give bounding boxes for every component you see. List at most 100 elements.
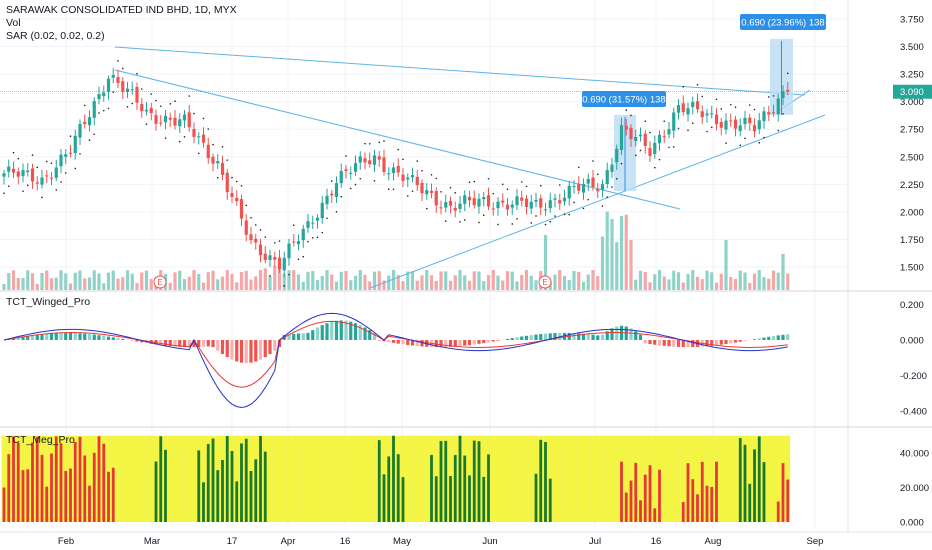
sar-dot bbox=[611, 186, 613, 188]
volume-bars bbox=[2, 211, 790, 290]
candle-body bbox=[306, 221, 310, 228]
candle-body bbox=[391, 167, 396, 174]
meg-bar bbox=[487, 454, 490, 522]
volume-bar bbox=[334, 281, 339, 290]
meg-bar bbox=[221, 460, 224, 522]
candle-body bbox=[225, 172, 229, 193]
meg-bar-bg bbox=[552, 435, 558, 522]
sar-dot bbox=[725, 142, 727, 144]
candle-body bbox=[520, 197, 524, 201]
meg-bar bbox=[21, 470, 25, 522]
sar-dot bbox=[402, 158, 404, 161]
candle-body bbox=[558, 200, 562, 204]
meg-bar-bg bbox=[500, 435, 506, 522]
osc-bar bbox=[358, 325, 362, 340]
sar-dot bbox=[121, 67, 124, 70]
candle-body bbox=[672, 112, 676, 131]
meg-bar bbox=[50, 453, 53, 522]
candle-body bbox=[282, 257, 286, 271]
candle-body bbox=[567, 185, 571, 199]
osc-bar bbox=[486, 340, 491, 343]
sar-dot bbox=[573, 201, 575, 204]
meg-bar bbox=[216, 470, 220, 522]
meg-bar bbox=[743, 444, 747, 522]
candle-body bbox=[648, 148, 652, 156]
measure-tools[interactable]: 0.690 (31.57%) 138 0.690 (23.96%) 138 bbox=[582, 14, 826, 191]
candle-body bbox=[710, 113, 714, 115]
sar-dot bbox=[41, 196, 43, 199]
meg-bar bbox=[387, 456, 391, 522]
candle-body bbox=[182, 114, 187, 121]
sar-dot bbox=[582, 207, 585, 210]
candle-body bbox=[382, 157, 386, 172]
volume-bar bbox=[781, 254, 785, 290]
volume-bar bbox=[92, 270, 96, 290]
meg-bar bbox=[444, 440, 448, 522]
candle-body bbox=[771, 112, 776, 114]
earnings-marker-label: E bbox=[542, 278, 547, 287]
meg-bar bbox=[477, 441, 481, 522]
candle-body bbox=[743, 117, 747, 125]
volume-bar bbox=[496, 275, 500, 290]
sar-dot bbox=[297, 258, 300, 261]
candle-body bbox=[2, 173, 6, 177]
volume-bar bbox=[315, 279, 320, 290]
volume-bar bbox=[54, 277, 58, 290]
volume-bar bbox=[206, 272, 210, 290]
meg-bar bbox=[206, 443, 210, 522]
volume-bar bbox=[577, 271, 581, 290]
sar-dot bbox=[468, 181, 471, 184]
candle-body bbox=[268, 255, 272, 260]
candle-body bbox=[444, 202, 448, 208]
volume-bar bbox=[425, 270, 429, 290]
candle-body bbox=[515, 196, 519, 206]
sar-dot bbox=[174, 100, 176, 102]
candle-body bbox=[277, 257, 282, 270]
meg-bar-bg bbox=[87, 435, 92, 522]
osc-bar bbox=[657, 340, 662, 346]
candle-body bbox=[135, 87, 139, 103]
sar-dot bbox=[577, 166, 580, 169]
candle-body bbox=[676, 105, 681, 113]
sar-dot bbox=[682, 85, 685, 88]
volume-bar bbox=[676, 272, 681, 290]
osc-bar bbox=[178, 340, 182, 347]
volume-bar bbox=[372, 271, 377, 290]
volume-bar bbox=[624, 214, 628, 290]
price-tick-label: 2.000 bbox=[900, 207, 924, 218]
meg-bar-bg bbox=[300, 435, 306, 522]
sar-dot bbox=[397, 148, 400, 151]
volume-bar bbox=[2, 284, 6, 290]
price-tick-label: 3.000 bbox=[900, 97, 924, 108]
candle-body bbox=[700, 111, 704, 118]
osc-bar bbox=[239, 340, 244, 363]
last-price-tag bbox=[893, 84, 932, 99]
volume-bar bbox=[140, 272, 144, 290]
volume-bar bbox=[45, 270, 49, 290]
volume-bar bbox=[562, 275, 567, 290]
sar-dot bbox=[368, 142, 371, 145]
meg-bar-bg bbox=[334, 435, 339, 522]
meg-bar bbox=[12, 436, 15, 522]
volume-bar bbox=[121, 277, 125, 290]
volume-bar bbox=[691, 270, 695, 290]
sar-dot bbox=[3, 192, 5, 194]
candle-body bbox=[624, 125, 628, 130]
meg-bar bbox=[69, 468, 72, 522]
candle-body bbox=[629, 127, 633, 140]
candle-body bbox=[163, 115, 168, 123]
candle-body bbox=[472, 198, 476, 206]
sar-dot bbox=[392, 188, 395, 191]
volume-bar bbox=[444, 271, 448, 290]
sar-dot bbox=[283, 285, 286, 287]
sar-dot bbox=[606, 196, 609, 198]
earnings-marker bbox=[538, 275, 552, 289]
osc-bar bbox=[21, 336, 25, 340]
candle-body bbox=[178, 119, 182, 127]
volume-bar bbox=[30, 273, 35, 290]
candle-body bbox=[192, 128, 196, 137]
osc-bar bbox=[263, 340, 267, 358]
meg-bar-bg bbox=[357, 435, 363, 522]
